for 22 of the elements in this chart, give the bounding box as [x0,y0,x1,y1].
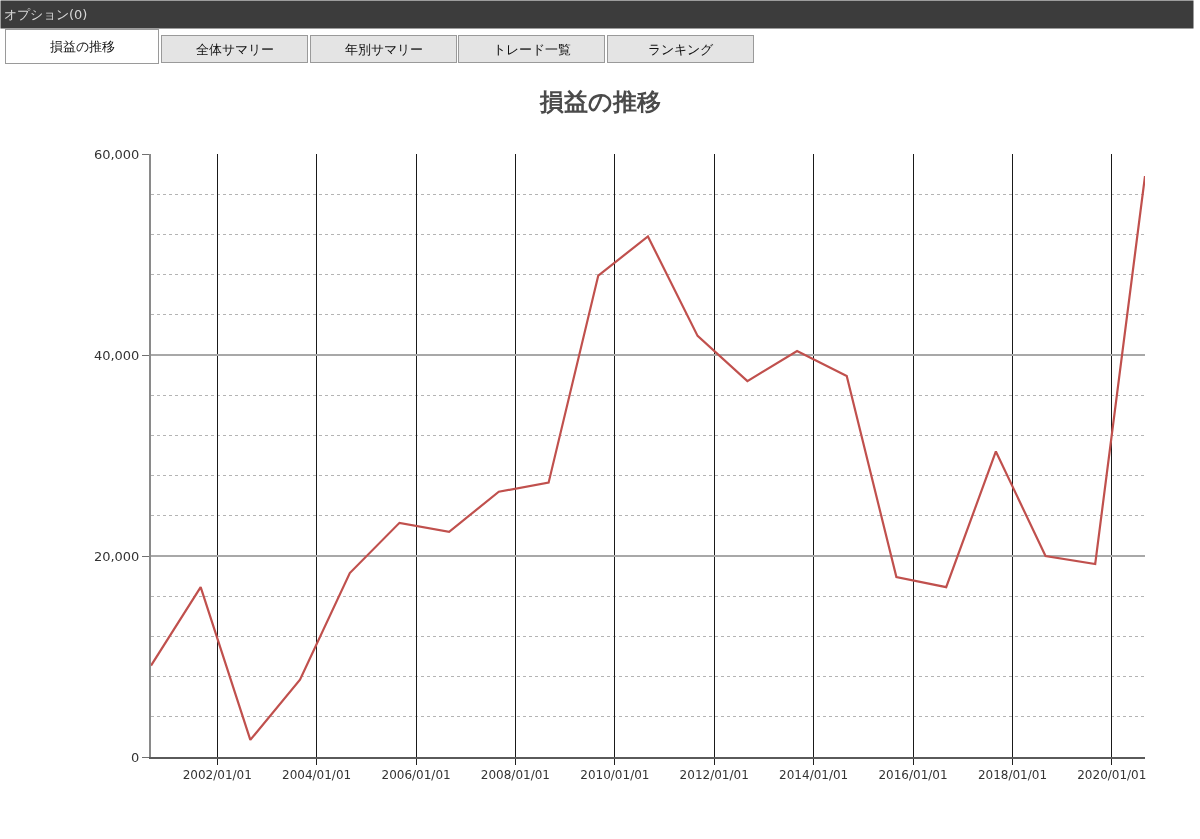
line-series [151,175,1145,742]
text: ランキング [647,41,714,57]
text: トレード一覧 [492,41,571,57]
x-tick-label: 2018/01/01 [977,768,1048,783]
text: 全体サマリー [195,41,274,57]
x-tick-label: 2020/01/01 [1077,768,1147,783]
y-tick-label: 60,000 [93,146,140,162]
x-tick-label: 2012/01/01 [679,768,749,783]
chart-title: 損益の推移 [538,88,661,117]
x-tick-label: 2004/01/01 [282,768,352,783]
y-tick-label: 20,000 [93,548,140,564]
y-tick-label: 0 [131,749,140,765]
text: 損益の推移 [49,39,115,54]
x-tick-label: 2006/01/01 [381,768,451,783]
y-tick-label: 40,000 [93,347,140,363]
x-tick-label: 2010/01/01 [580,768,650,783]
x-tick-label: 2014/01/01 [779,768,849,783]
text: オプション(0) [4,7,88,22]
x-tick-label: 2002/01/01 [182,768,252,783]
x-tick-label: 2008/01/01 [480,768,550,783]
x-tick-label: 2016/01/01 [878,768,948,783]
text: 年別サマリー [344,41,423,57]
